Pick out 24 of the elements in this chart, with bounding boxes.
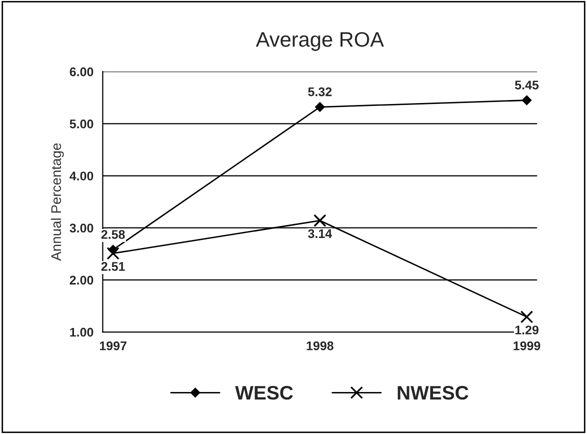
point — [520, 310, 534, 324]
point — [522, 95, 532, 106]
y-tick-label: 1.00 — [70, 328, 94, 337]
y-tick-label: 6.00 — [70, 67, 94, 76]
point — [106, 246, 120, 260]
x-tick-label: 1998 — [306, 341, 334, 350]
x-tick-label: 1999 — [514, 341, 540, 350]
x-tick-label: 1997 — [100, 341, 126, 350]
y-tick-label: 5.00 — [70, 119, 94, 128]
data-label: 1.29 — [515, 326, 538, 334]
y-tick-label: 3.00 — [70, 224, 94, 233]
chart-title: Average ROA — [256, 32, 384, 51]
data-label: 5.32 — [308, 87, 332, 96]
y-tick-label: 2.00 — [70, 276, 94, 285]
data-label: 3.14 — [308, 229, 332, 238]
y-tick-label: 4.00 — [70, 172, 94, 180]
y-axis-title: Annual Percentage — [50, 143, 64, 261]
data-label: 2.58 — [101, 230, 125, 239]
legend-label: WESC — [235, 386, 293, 400]
data-label: 2.51 — [101, 262, 125, 271]
legend-label: NWESC — [398, 386, 468, 400]
data-label: 5.45 — [514, 80, 539, 90]
point — [314, 214, 326, 227]
point — [315, 102, 325, 112]
